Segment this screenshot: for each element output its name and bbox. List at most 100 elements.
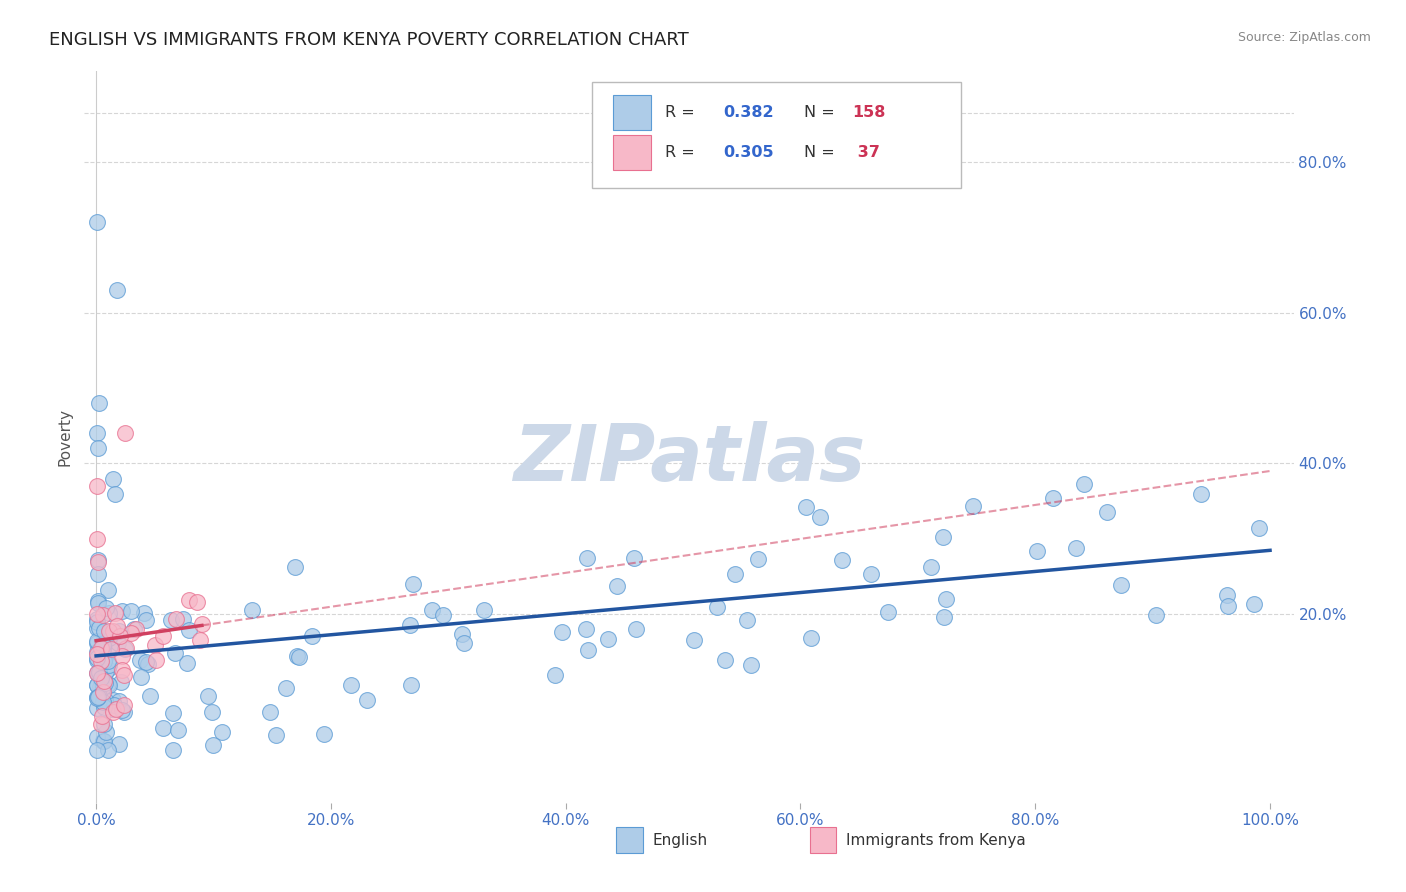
- Point: [91, 642, 114, 657]
- Point: [962, 500, 984, 514]
- Point: [107, 624, 129, 639]
- Point: [93, 700, 115, 714]
- Point: [274, 681, 297, 696]
- Point: [87, 554, 110, 568]
- Point: [288, 650, 311, 665]
- Point: [93, 717, 115, 731]
- Point: [934, 610, 956, 624]
- Point: [89, 689, 111, 703]
- Point: [135, 613, 157, 627]
- Text: ENGLISH VS IMMIGRANTS FROM KENYA POVERTY CORRELATION CHART: ENGLISH VS IMMIGRANTS FROM KENYA POVERTY…: [49, 31, 689, 49]
- Point: [97, 654, 120, 668]
- Text: N =: N =: [804, 105, 835, 120]
- Point: [735, 613, 758, 627]
- Point: [859, 566, 882, 581]
- Point: [800, 631, 823, 645]
- Point: [104, 486, 127, 500]
- Point: [105, 701, 128, 715]
- Point: [122, 623, 145, 637]
- Point: [86, 690, 108, 704]
- Point: [89, 680, 111, 694]
- Point: [93, 673, 115, 688]
- Point: [1073, 477, 1095, 491]
- Point: [86, 426, 108, 441]
- Point: [114, 668, 136, 682]
- Point: [177, 623, 200, 637]
- Point: [97, 677, 120, 691]
- Point: [91, 709, 114, 723]
- Point: [101, 471, 124, 485]
- Point: [86, 648, 108, 662]
- Point: [101, 706, 124, 720]
- Point: [111, 604, 134, 618]
- Point: [86, 615, 108, 630]
- Bar: [613, 135, 651, 170]
- Point: [450, 627, 472, 641]
- Point: [86, 594, 108, 608]
- Point: [399, 618, 422, 632]
- Point: [108, 629, 131, 643]
- Point: [100, 702, 122, 716]
- Text: 158: 158: [852, 105, 886, 120]
- Point: [420, 603, 443, 617]
- Point: [90, 671, 112, 685]
- Point: [97, 631, 120, 645]
- Point: [87, 690, 110, 705]
- Point: [86, 665, 108, 680]
- Point: [112, 698, 135, 712]
- Point: [91, 607, 114, 622]
- Text: Source: ZipAtlas.com: Source: ZipAtlas.com: [1237, 31, 1371, 45]
- Point: [1026, 544, 1049, 558]
- Point: [200, 706, 222, 720]
- Point: [606, 579, 628, 593]
- Point: [197, 689, 219, 703]
- Point: [105, 283, 128, 297]
- Point: [86, 553, 108, 567]
- Point: [87, 665, 110, 679]
- Point: [285, 649, 308, 664]
- Point: [136, 657, 159, 672]
- Point: [935, 591, 957, 606]
- Point: [1066, 541, 1088, 555]
- Point: [91, 733, 114, 747]
- Point: [91, 680, 114, 694]
- Point: [1216, 588, 1239, 602]
- Point: [86, 644, 108, 658]
- Point: [93, 624, 115, 638]
- Point: [120, 626, 142, 640]
- Point: [876, 605, 898, 619]
- Point: [86, 650, 108, 665]
- Point: [86, 532, 108, 546]
- Point: [93, 633, 115, 648]
- Point: [111, 649, 134, 664]
- Point: [86, 700, 108, 714]
- Point: [86, 633, 108, 648]
- Point: [124, 622, 146, 636]
- Point: [706, 600, 728, 615]
- Point: [87, 442, 110, 456]
- Point: [432, 607, 454, 622]
- Bar: [810, 827, 837, 853]
- Point: [576, 643, 599, 657]
- Point: [163, 646, 186, 660]
- Point: [932, 530, 955, 544]
- Text: R =: R =: [665, 105, 695, 120]
- Point: [1109, 578, 1132, 592]
- Point: [356, 693, 378, 707]
- Point: [98, 678, 121, 692]
- Point: [211, 725, 233, 739]
- Point: [87, 621, 110, 635]
- Point: [402, 576, 425, 591]
- Point: [1095, 505, 1118, 519]
- Point: [314, 727, 336, 741]
- Point: [623, 551, 645, 566]
- Bar: [616, 827, 643, 853]
- Point: [188, 633, 211, 648]
- Point: [794, 500, 817, 515]
- Point: [129, 653, 152, 667]
- Text: 0.305: 0.305: [723, 145, 773, 160]
- Point: [91, 695, 114, 709]
- Point: [91, 684, 114, 698]
- Point: [86, 743, 108, 757]
- Point: [89, 645, 111, 659]
